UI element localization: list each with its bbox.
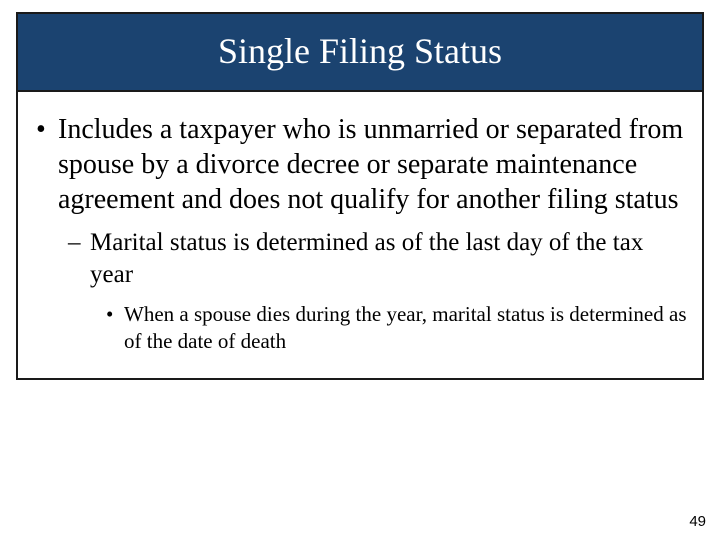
- bullet-level-1: • Includes a taxpayer who is unmarried o…: [32, 112, 688, 217]
- slide-container: Single Filing Status • Includes a taxpay…: [16, 12, 704, 380]
- bullet-dot-icon: •: [104, 301, 124, 328]
- bullet-level-3-text: When a spouse dies during the year, mari…: [124, 301, 688, 356]
- bullet-dash-icon: –: [68, 227, 90, 259]
- bullet-dot-icon: •: [32, 112, 58, 147]
- title-bar: Single Filing Status: [18, 14, 702, 92]
- slide-title: Single Filing Status: [26, 30, 694, 72]
- bullet-level-2: – Marital status is determined as of the…: [68, 227, 688, 291]
- bullet-level-2-text: Marital status is determined as of the l…: [90, 227, 688, 291]
- page-number: 49: [689, 513, 706, 530]
- slide-content: • Includes a taxpayer who is unmarried o…: [18, 92, 702, 378]
- bullet-level-1-text: Includes a taxpayer who is unmarried or …: [58, 112, 688, 217]
- bullet-level-3: • When a spouse dies during the year, ma…: [104, 301, 688, 356]
